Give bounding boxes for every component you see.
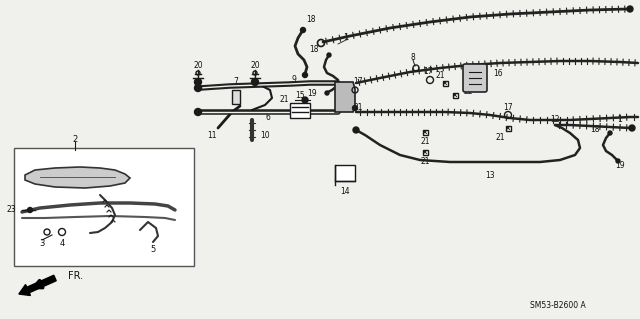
Text: 21: 21 bbox=[435, 70, 445, 79]
Circle shape bbox=[303, 72, 307, 78]
Text: 10: 10 bbox=[260, 130, 269, 139]
Circle shape bbox=[195, 78, 202, 85]
Text: 18: 18 bbox=[307, 16, 316, 25]
Text: 7: 7 bbox=[234, 78, 239, 86]
Text: 11: 11 bbox=[207, 130, 217, 139]
Text: 19: 19 bbox=[615, 160, 625, 169]
Text: 17: 17 bbox=[423, 66, 433, 76]
Text: 21: 21 bbox=[353, 103, 363, 113]
Text: 20: 20 bbox=[193, 61, 203, 70]
Text: FR.: FR. bbox=[68, 271, 83, 281]
Text: 20: 20 bbox=[250, 61, 260, 70]
Bar bbox=[506, 125, 511, 130]
Text: 2: 2 bbox=[72, 135, 77, 144]
Text: 14: 14 bbox=[340, 187, 350, 196]
Circle shape bbox=[327, 53, 331, 57]
Text: 9: 9 bbox=[292, 75, 296, 84]
Circle shape bbox=[608, 131, 612, 135]
Text: 21: 21 bbox=[495, 132, 505, 142]
Circle shape bbox=[28, 207, 33, 212]
Text: 4: 4 bbox=[60, 240, 65, 249]
Circle shape bbox=[195, 85, 202, 92]
Text: 16: 16 bbox=[493, 69, 502, 78]
Text: SM53-B2600 A: SM53-B2600 A bbox=[530, 300, 586, 309]
Text: 5: 5 bbox=[150, 246, 156, 255]
Bar bbox=[442, 80, 447, 85]
Text: 21: 21 bbox=[279, 95, 289, 105]
Bar bbox=[335, 165, 355, 181]
Polygon shape bbox=[335, 82, 355, 112]
Text: 6: 6 bbox=[266, 114, 271, 122]
FancyBboxPatch shape bbox=[463, 64, 487, 92]
Circle shape bbox=[616, 159, 620, 163]
Circle shape bbox=[301, 27, 305, 33]
Text: 12: 12 bbox=[550, 115, 560, 124]
Text: 18: 18 bbox=[591, 125, 600, 135]
Polygon shape bbox=[25, 167, 130, 188]
Text: 1: 1 bbox=[344, 33, 349, 42]
Circle shape bbox=[195, 108, 202, 115]
Text: 21: 21 bbox=[420, 137, 429, 146]
Text: 17: 17 bbox=[503, 102, 513, 112]
Text: 22: 22 bbox=[463, 86, 472, 95]
Text: 19: 19 bbox=[307, 88, 317, 98]
Bar bbox=[422, 130, 428, 135]
FancyArrow shape bbox=[19, 275, 56, 295]
Text: 15: 15 bbox=[295, 91, 305, 100]
Bar bbox=[232, 90, 240, 104]
Circle shape bbox=[302, 97, 308, 103]
Text: 8: 8 bbox=[411, 53, 415, 62]
Text: 21: 21 bbox=[420, 158, 429, 167]
Bar bbox=[422, 150, 428, 154]
Bar bbox=[452, 93, 458, 98]
Text: 13: 13 bbox=[485, 170, 495, 180]
Text: 17: 17 bbox=[353, 78, 363, 86]
Circle shape bbox=[252, 78, 259, 85]
Text: 1: 1 bbox=[618, 115, 622, 124]
Circle shape bbox=[353, 106, 358, 110]
Circle shape bbox=[627, 6, 633, 12]
Circle shape bbox=[325, 91, 329, 95]
Circle shape bbox=[629, 125, 635, 131]
Text: 18: 18 bbox=[310, 46, 319, 55]
Bar bbox=[290, 103, 310, 118]
Bar bbox=[14, 148, 194, 266]
Text: 3: 3 bbox=[39, 240, 45, 249]
Text: 23: 23 bbox=[6, 205, 16, 214]
Circle shape bbox=[353, 127, 359, 133]
